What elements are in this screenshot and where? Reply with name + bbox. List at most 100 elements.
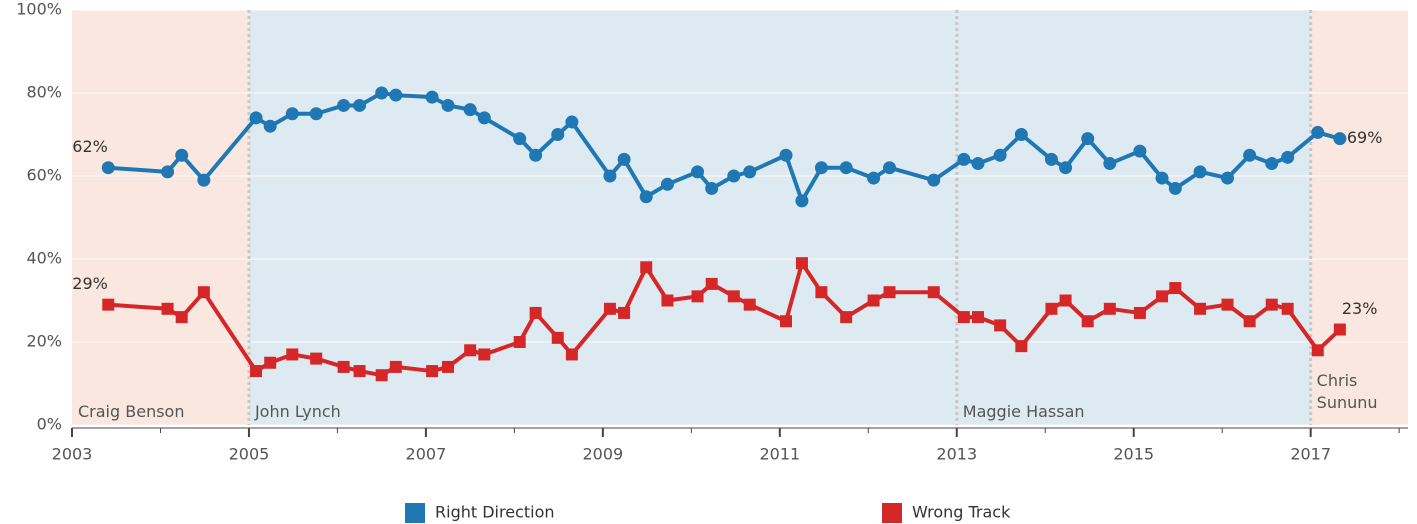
point (779, 148, 793, 162)
period-label: Chris Sununu (1316, 371, 1378, 412)
point (639, 190, 653, 204)
point (551, 128, 565, 141)
point (971, 157, 985, 171)
y-tick-label: 40% (26, 249, 62, 268)
point (1081, 315, 1094, 328)
point (565, 348, 578, 361)
point (477, 111, 491, 125)
x-tick-label: 2003 (52, 445, 93, 464)
point (310, 352, 323, 365)
x-tick-label: 2011 (759, 445, 800, 464)
point (795, 257, 808, 270)
point (1265, 157, 1279, 171)
point (375, 369, 388, 382)
period-label: John Lynch (254, 402, 341, 421)
point (1103, 302, 1116, 315)
point (309, 107, 323, 121)
point (1015, 340, 1028, 353)
legend-swatch (405, 503, 425, 523)
point (1044, 152, 1058, 166)
period-label: Maggie Hassan (962, 402, 1085, 421)
x-tick-label: 2013 (936, 445, 977, 464)
point (1243, 148, 1257, 162)
point (337, 360, 350, 373)
point (389, 360, 402, 373)
legend-label: Right Direction (435, 503, 555, 522)
point (1281, 150, 1295, 164)
point (1193, 165, 1207, 179)
point (993, 148, 1007, 162)
period-band (956, 10, 1311, 425)
point (425, 90, 439, 104)
point (250, 365, 263, 378)
point (660, 177, 674, 191)
period-label: Craig Benson (78, 402, 185, 421)
point (927, 286, 940, 299)
point (264, 356, 277, 369)
point (286, 348, 299, 361)
data-label: 23% (1342, 299, 1378, 318)
point (815, 286, 828, 299)
point (957, 311, 970, 324)
data-label: 69% (1347, 128, 1383, 147)
data-label: 62% (72, 137, 108, 156)
y-tick-label: 20% (26, 332, 62, 351)
point (1059, 161, 1073, 175)
point (1169, 282, 1182, 295)
point (1059, 294, 1072, 307)
legend-swatch (882, 503, 902, 523)
point (175, 148, 189, 162)
point (389, 88, 403, 102)
point (478, 348, 491, 361)
legend-label: Wrong Track (912, 503, 1011, 522)
point (994, 319, 1007, 332)
point (513, 336, 526, 348)
x-tick-label: 2007 (406, 445, 447, 464)
period-band (248, 10, 957, 425)
point (353, 98, 367, 112)
point (197, 286, 210, 299)
point (263, 119, 277, 133)
point (743, 298, 756, 311)
point (1103, 157, 1117, 171)
x-tick-label: 2009 (583, 445, 624, 464)
point (513, 132, 527, 146)
period-band (72, 10, 249, 425)
point (927, 173, 941, 187)
point (463, 103, 477, 117)
point (161, 302, 174, 315)
point (705, 181, 719, 195)
point (691, 165, 705, 179)
point (1221, 171, 1235, 185)
point (1156, 290, 1169, 303)
point (1194, 302, 1207, 315)
point (1265, 298, 1278, 311)
y-tick-label: 100% (16, 0, 62, 19)
point (839, 161, 853, 175)
point (464, 344, 477, 357)
point (175, 311, 188, 324)
point (617, 152, 631, 166)
point (727, 290, 740, 303)
point (867, 294, 880, 307)
y-tick-label: 0% (37, 415, 62, 434)
point (161, 165, 175, 179)
point (705, 277, 718, 290)
period-band (1310, 10, 1408, 425)
point (780, 315, 793, 328)
point (1281, 302, 1294, 315)
x-tick-label: 2005 (229, 445, 270, 464)
point (972, 311, 985, 324)
point (1311, 125, 1325, 139)
point (101, 161, 115, 175)
point (102, 298, 115, 311)
point (353, 365, 366, 378)
point (337, 98, 351, 112)
point (197, 173, 211, 187)
point (840, 311, 853, 324)
point (375, 86, 389, 100)
point (1221, 298, 1234, 311)
point (1168, 181, 1182, 195)
point (957, 152, 971, 166)
